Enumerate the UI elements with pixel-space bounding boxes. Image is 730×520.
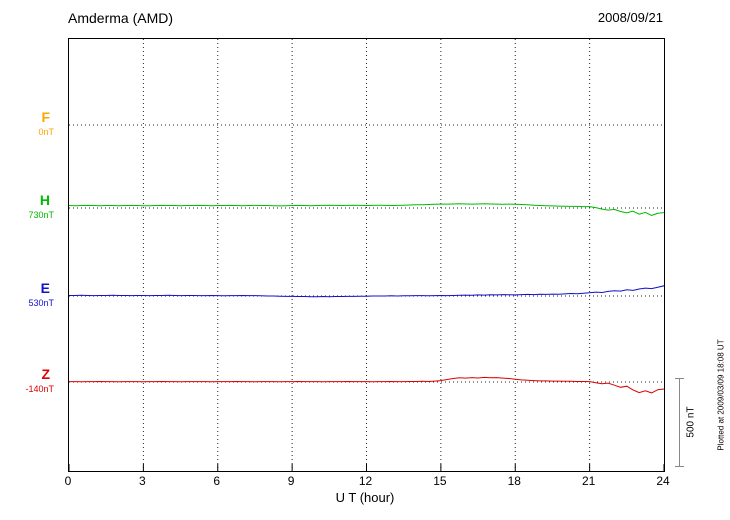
observation-date: 2008/09/21: [597, 10, 663, 25]
scale-bar-cap-top: [675, 378, 684, 379]
x-tick-label: 9: [287, 474, 295, 488]
trace-E: [69, 285, 664, 298]
x-axis-label: U T (hour): [335, 490, 395, 505]
series-baseline-H: 730nT: [28, 210, 54, 220]
x-tick-label: 21: [581, 474, 596, 488]
series-baseline-Z: -140nT: [25, 384, 54, 394]
trace-Z: [69, 376, 664, 394]
series-label-E: E: [40, 280, 50, 296]
series-label-F: F: [41, 109, 50, 125]
series-label-H: H: [39, 192, 50, 208]
plot-canvas: [69, 39, 664, 471]
station-title: Amderma (AMD): [68, 10, 174, 26]
x-tick-label: 6: [213, 474, 221, 488]
x-tick-label: 24: [656, 474, 670, 488]
plot-area: [68, 38, 665, 472]
x-tick-label: 12: [358, 474, 373, 488]
x-tick-label: 0: [64, 474, 72, 488]
series-label-Z: Z: [41, 366, 50, 382]
scale-bar: [679, 378, 680, 466]
plotted-at-note: Plotted at 2009/03/09 18:08 UT: [716, 339, 726, 451]
x-tick-label: 15: [433, 474, 447, 488]
x-tick-label: 18: [507, 474, 521, 488]
trace-H: [69, 203, 664, 216]
series-baseline-F: 0nT: [38, 127, 54, 137]
series-baseline-E: 530nT: [28, 298, 54, 308]
x-tick-label: 3: [139, 474, 146, 488]
scale-bar-label: 500 nT: [685, 406, 697, 438]
scale-bar-cap-bottom: [675, 466, 684, 467]
